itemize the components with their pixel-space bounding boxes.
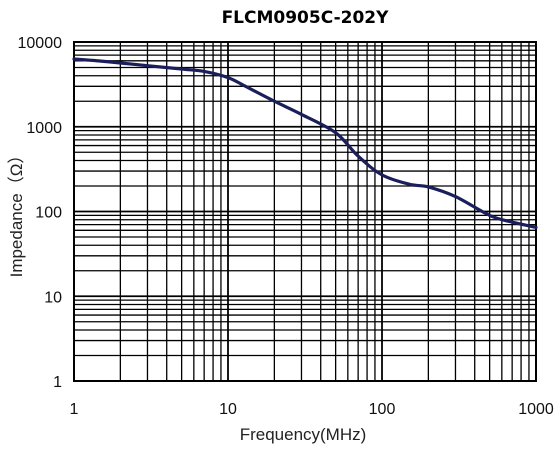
y-tick-label: 1000 [26,120,62,137]
y-tick-label: 10 [44,289,62,306]
tick-labels: 1 10 100 1000 1 10 100 1000 10000 [18,35,554,418]
plot-frame [73,41,537,382]
chart-title: FLCM0905C-202Y [222,8,390,28]
x-tick-label: 1 [70,401,79,418]
plot-grid [73,41,537,382]
y-tick-label: 10000 [18,35,63,52]
x-tick-label: 10 [219,401,237,418]
x-axis-label: Frequency(MHz) [240,425,367,444]
y-tick-label: 100 [35,205,62,222]
y-tick-label: 1 [53,374,62,391]
x-tick-label: 100 [369,401,396,418]
x-tick-label: 1000 [518,401,554,418]
y-axis-label: Impedance（Ω） [7,147,26,278]
impedance-curve [72,57,538,229]
series-layer [72,57,538,229]
